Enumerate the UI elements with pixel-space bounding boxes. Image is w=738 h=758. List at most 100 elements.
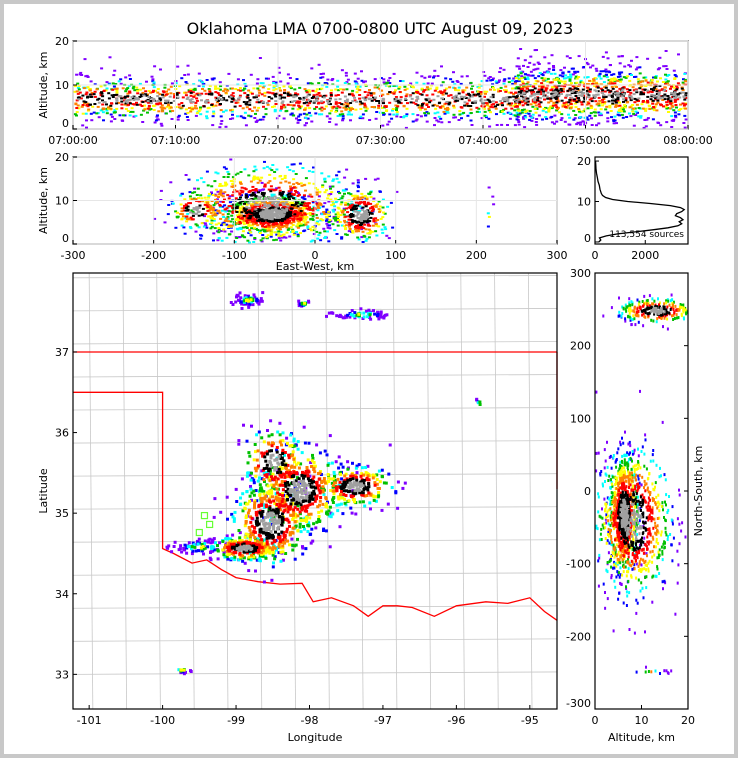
density-cell [334, 98, 338, 101]
density-cell [541, 74, 545, 77]
density-cell [286, 193, 290, 196]
density-cell [201, 88, 204, 90]
density-cell [440, 92, 444, 95]
density-cell [206, 99, 210, 102]
density-cell [119, 95, 123, 98]
density-cell [204, 100, 207, 103]
density-cell [267, 188, 271, 191]
density-cell [355, 471, 359, 475]
figure-title: Oklahoma LMA 0700-0800 UTC August 09, 20… [187, 19, 574, 38]
density-cell [260, 93, 264, 96]
density-cell [239, 200, 243, 203]
density-cell [360, 201, 364, 204]
density-cell [273, 212, 277, 215]
density-cell [268, 167, 272, 170]
density-cell [427, 112, 430, 115]
density-cell [555, 86, 559, 89]
density-cell [217, 231, 221, 234]
density-cell [620, 106, 624, 109]
density-cell [651, 102, 655, 105]
density-cell [553, 78, 557, 81]
density-cell [560, 117, 564, 120]
density-cell [665, 101, 669, 104]
density-cell [287, 190, 291, 193]
density-cell [488, 76, 492, 78]
density-cell [210, 222, 214, 225]
density-cell [449, 78, 453, 81]
density-cell [233, 173, 237, 176]
density-cell [144, 90, 148, 93]
density-cell [378, 190, 382, 193]
density-cell [491, 96, 495, 99]
density-cell [540, 82, 544, 85]
density-cell [169, 101, 173, 104]
density-cell [267, 77, 270, 80]
density-cell [334, 123, 338, 126]
density-cell [187, 90, 191, 93]
density-cell [365, 203, 369, 206]
density-cell [180, 106, 184, 109]
density-cell [110, 94, 114, 97]
density-cell [308, 227, 312, 230]
density-cell [405, 113, 409, 116]
density-cell [535, 118, 539, 120]
density-cell [248, 221, 252, 224]
density-cell [254, 168, 258, 171]
density-cell [214, 87, 217, 90]
density-cell [276, 228, 279, 231]
density-cell [574, 102, 577, 105]
density-cell [561, 75, 565, 78]
density-cell [205, 201, 209, 204]
density-cell [262, 192, 266, 195]
density-cell [308, 102, 312, 105]
density-cell [230, 110, 234, 113]
density-cell [673, 96, 676, 99]
density-cell [334, 460, 338, 464]
density-cell [629, 65, 632, 68]
density-cell [124, 90, 128, 93]
density-cell [215, 212, 219, 215]
density-cell [160, 104, 164, 107]
density-cell [289, 201, 293, 204]
density-cell [354, 228, 358, 231]
density-cell [569, 73, 572, 76]
density-cell [286, 205, 290, 208]
density-cell [298, 119, 302, 121]
density-cell [325, 85, 329, 88]
density-cell [625, 88, 629, 91]
density-cell [369, 196, 373, 199]
density-cell [243, 200, 247, 203]
density-cell [253, 197, 257, 200]
density-cell [386, 93, 390, 96]
density-cell [618, 114, 621, 117]
density-cell [534, 111, 538, 114]
density-cell [423, 76, 427, 79]
density-cell [664, 50, 668, 52]
density-cell [256, 98, 260, 101]
density-cell [157, 110, 161, 113]
density-cell [343, 219, 346, 222]
density-cell [435, 86, 439, 89]
density-cell [91, 105, 95, 108]
density-cell [675, 106, 678, 109]
density-cell [219, 109, 223, 112]
density-cell [526, 85, 530, 88]
density-cell [149, 102, 153, 104]
density-cell [201, 213, 205, 216]
density-cell [540, 87, 544, 90]
density-cell [544, 111, 548, 114]
density-cell [143, 108, 147, 111]
density-cell [181, 96, 185, 99]
density-cell [197, 206, 201, 209]
density-cell [317, 101, 321, 104]
density-cell [258, 198, 261, 201]
density-cell [173, 94, 177, 97]
density-cell [458, 110, 462, 113]
density-cell [232, 203, 236, 206]
density-cell [329, 198, 333, 201]
density-cell [361, 195, 365, 198]
density-cell [382, 316, 386, 320]
density-cell [195, 99, 199, 102]
density-cell [405, 107, 409, 110]
density-cell [147, 90, 151, 92]
